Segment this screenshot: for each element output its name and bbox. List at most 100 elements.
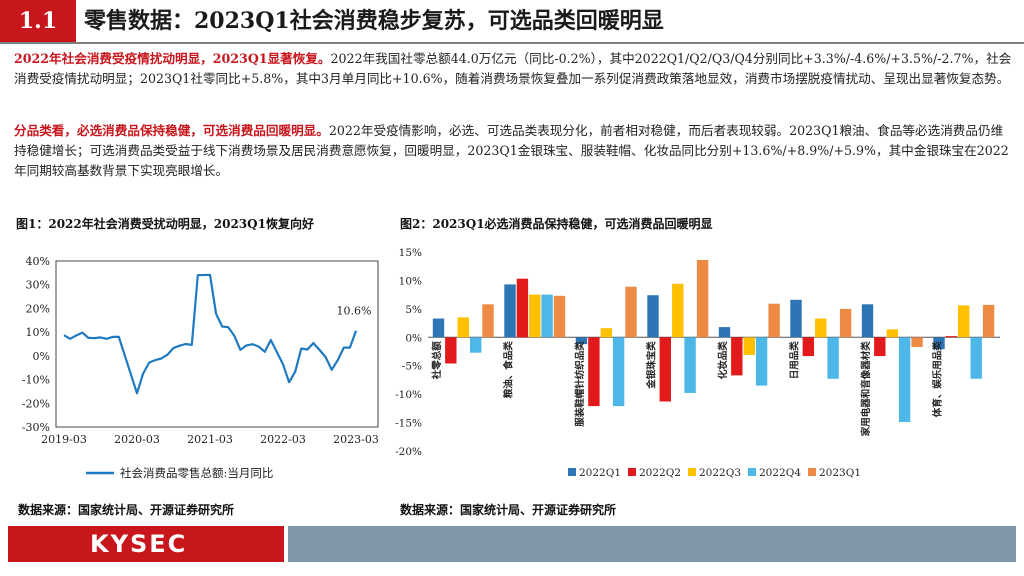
legend-swatch — [568, 468, 576, 476]
legend-swatch — [808, 468, 816, 476]
y-tick-label: -15% — [395, 418, 422, 430]
bar — [647, 295, 659, 338]
legend-label: 2022Q2 — [639, 467, 681, 479]
x-tick-label: 2021-03 — [187, 433, 233, 446]
x-tick-label: 2023-03 — [333, 433, 379, 446]
bar — [982, 304, 995, 338]
bar — [457, 317, 469, 338]
category-label: 服装鞋帽针纺织品类 — [574, 341, 586, 427]
category-label: 日用品类 — [789, 341, 801, 380]
y-tick-label: -5% — [402, 361, 422, 373]
legend-label: 2022Q1 — [579, 467, 621, 479]
bar — [958, 305, 970, 338]
bar — [588, 337, 600, 407]
y-tick-label: -10% — [395, 389, 422, 401]
bar — [839, 308, 852, 338]
paragraph-highlight: 2022年社会消费受疫情扰动明显，2023Q1显著恢复。 — [14, 51, 331, 66]
y-tick-label: 0% — [405, 332, 422, 344]
bar — [802, 337, 814, 357]
x-tick-label: 2020-03 — [114, 433, 160, 446]
y-tick-label: 20% — [26, 302, 50, 315]
bar — [861, 304, 874, 338]
category-growth-bar-chart: 15% 10% 5% 0% -5% -10% -15% -20% 社零总额 粮油、食品类 服装鞋帽针… — [395, 247, 1000, 479]
bar — [672, 283, 684, 338]
bar — [445, 337, 457, 364]
bar — [790, 299, 802, 338]
bar — [600, 328, 612, 338]
x-tick-label: 2019-03 — [41, 433, 87, 446]
page-footer: KYSEC — [0, 526, 1024, 562]
y-tick-label: -20% — [395, 446, 422, 458]
legend-label: 2022Q4 — [759, 467, 801, 479]
x-tick-label: 2022-03 — [260, 433, 306, 446]
bar — [755, 337, 768, 386]
bar — [743, 337, 755, 355]
paragraph-categories: 分品类看，必选消费品保持稳健，可选消费品回暖明显。2022年受疫情影响，必选、可… — [14, 121, 1012, 181]
bar — [696, 260, 709, 338]
bar — [731, 337, 743, 376]
category-label: 体育、娱乐用品类 — [932, 341, 944, 418]
category-label: 粮油、食品类 — [503, 341, 515, 399]
category-label: 社零总额 — [431, 341, 443, 381]
y-tick-label: 10% — [26, 326, 50, 339]
kysec-logo: KYSEC — [8, 526, 284, 562]
paragraph-body: 2022年受疫情影响，必选、可选品类表现分化，前者相对稳健，而后者表现较弱。20… — [14, 123, 1009, 178]
category-label: 家用电器和音像器材类 — [860, 341, 872, 437]
bar — [718, 327, 731, 338]
y-tick-label: 40% — [26, 255, 50, 268]
bar — [470, 337, 482, 353]
y-tick-label: 30% — [26, 279, 50, 292]
footer-bar — [288, 526, 1016, 562]
paragraph-body: 2022年我国社零总额44.0万亿元（同比-0.2%），其中2022Q1/Q2/… — [14, 51, 1012, 86]
figure-1-source: 数据来源：国家统计局、开源证券研究所 — [18, 503, 235, 517]
bar — [768, 303, 780, 338]
bar — [815, 318, 827, 338]
y-tick-label: 10% — [399, 275, 422, 287]
legend-swatch — [688, 468, 696, 476]
y-tick-label: -20% — [22, 397, 50, 410]
series-line — [63, 273, 358, 395]
paragraph-highlight: 分品类看，必选消费品保持稳健，可选消费品回暖明显。 — [14, 123, 329, 138]
bar — [684, 337, 696, 393]
bar — [529, 294, 541, 338]
category-label: 金银珠宝类 — [646, 341, 658, 390]
bar — [432, 318, 445, 338]
bar — [612, 337, 625, 407]
legend-swatch — [628, 468, 636, 476]
figure-2-title: 图2：2023Q1必选消费品保持稳健，可选消费品回暖明显 — [400, 217, 713, 231]
bar — [945, 336, 957, 338]
figure-2-source: 数据来源：国家统计局、开源证券研究所 — [400, 503, 617, 517]
bar — [659, 337, 671, 402]
y-tick-label: 15% — [399, 247, 422, 259]
bar — [575, 337, 588, 345]
bar — [933, 337, 945, 350]
section-number: 1.1 — [0, 0, 76, 42]
retail-sales-line-chart: 40% 30% 20% 10% 0% -10% -20% -30%2019-03 2020-03… — [22, 255, 379, 480]
page-title: 零售数据：2023Q1社会消费稳步复苏，可选品类回暖明显 — [84, 8, 664, 34]
y-tick-label: 0% — [33, 350, 50, 363]
y-tick-label: -30% — [22, 421, 50, 434]
legend-label: 2022Q3 — [699, 467, 741, 479]
bar — [504, 284, 516, 338]
data-label: 10.6% — [337, 305, 372, 318]
bar — [874, 337, 886, 357]
bar — [516, 278, 529, 338]
plot-frame — [55, 260, 379, 428]
paragraph-overall-retail: 2022年社会消费受疫情扰动明显，2023Q1显著恢复。2022年我国社零总额4… — [14, 49, 1012, 89]
bar — [553, 295, 566, 338]
legend-label: 社会消费品零售总额:当月同比 — [120, 466, 273, 480]
bar — [886, 329, 898, 338]
y-tick-label: 5% — [405, 304, 422, 316]
bar — [541, 294, 553, 338]
header-divider — [0, 42, 1024, 44]
figure-1-title: 图1：2022年社会消费受扰动明显，2023Q1恢复向好 — [16, 217, 314, 231]
bar — [625, 286, 637, 338]
bar — [898, 337, 911, 422]
bar — [482, 304, 494, 338]
bar — [911, 337, 923, 347]
bar — [970, 337, 982, 379]
y-tick-label: -10% — [22, 374, 50, 387]
bar — [827, 337, 839, 379]
legend-label: 2023Q1 — [819, 467, 861, 479]
legend-swatch — [748, 468, 756, 476]
